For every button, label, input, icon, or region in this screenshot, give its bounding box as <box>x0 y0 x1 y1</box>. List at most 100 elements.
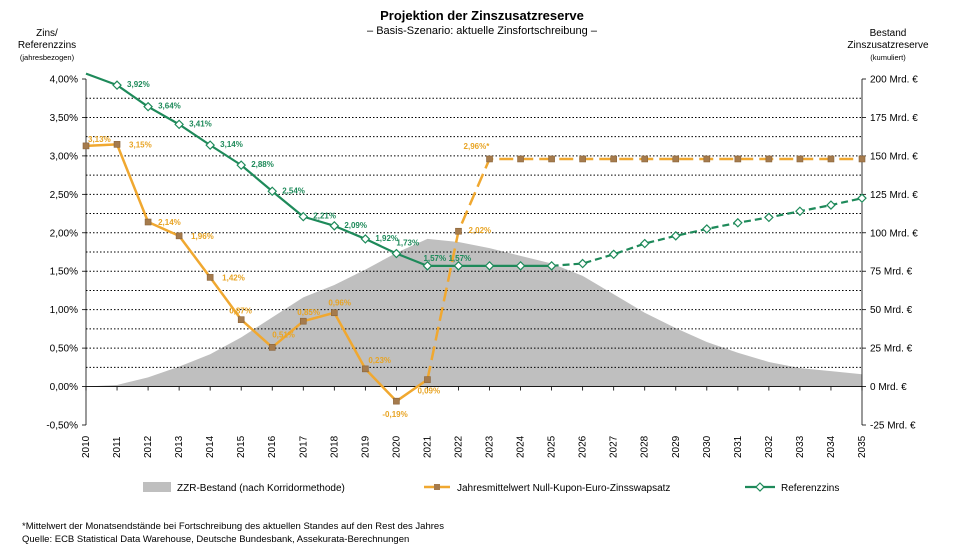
swap-line-solid <box>85 143 429 403</box>
x-tick-label: 2022 <box>453 435 464 458</box>
referenzzins-marker <box>639 238 650 249</box>
right-axis-title-line2: Zinszusatzreserve <box>847 40 929 51</box>
referenzzins-data-label: 1,73% <box>396 239 419 248</box>
swap-data-label: 1,96% <box>191 232 214 241</box>
swap-marker <box>486 155 493 163</box>
swap-data-label: 0,85% <box>297 308 320 317</box>
referenzzins-line-solid <box>85 72 552 267</box>
swap-data-label: 2,96%* <box>464 142 491 151</box>
x-tick-label: 2032 <box>764 435 775 458</box>
swap-marker <box>517 155 524 163</box>
referenzzins-data-label: 3,14% <box>220 140 243 149</box>
right-axis-title-note: (kumuliert) <box>870 53 906 62</box>
left-tick-label: 0,00% <box>50 382 78 393</box>
referenzzins-marker <box>391 248 402 259</box>
x-tick-label: 2031 <box>733 435 744 458</box>
chart-title: Projektion der Zinszusatzreserve <box>380 8 584 23</box>
referenzzins-marker <box>453 260 464 271</box>
referenzzins-marker <box>608 249 619 260</box>
left-tick-label: 4,00% <box>50 75 78 86</box>
swap-marker <box>331 309 338 317</box>
swap-marker <box>796 155 804 163</box>
referenzzins-marker <box>329 221 340 231</box>
x-tick-label: 2019 <box>360 435 371 458</box>
right-axis-title: Bestand Zinszusatzreserve (kumuliert) <box>818 28 958 64</box>
left-tick-label: 3,00% <box>50 151 78 162</box>
x-tick-label: 2014 <box>205 435 216 458</box>
referenzzins-marker <box>267 186 278 197</box>
right-tick-label: 150 Mrd. € <box>870 151 918 162</box>
footnote: *Mittelwert der Monatsendstände bei Fort… <box>22 521 444 532</box>
swap-marker <box>672 155 680 163</box>
right-tick-label: 75 Mrd. € <box>870 267 913 278</box>
right-tick-label: 100 Mrd. € <box>870 228 918 239</box>
right-tick-label: 125 Mrd. € <box>870 190 918 201</box>
swap-data-label: 2,02% <box>468 226 491 235</box>
swap-data-label: 3,13% <box>88 135 111 144</box>
referenzzins-marker <box>360 234 371 244</box>
swap-data-label: 0,09% <box>417 387 440 396</box>
x-tick-label: 2010 <box>81 435 92 458</box>
swap-marker <box>362 365 369 373</box>
referenzzins-marker <box>515 260 526 271</box>
referenzzins-marker <box>764 212 774 223</box>
swap-marker <box>734 155 742 163</box>
swap-data-label: 0,23% <box>368 356 391 365</box>
right-tick-label: 25 Mrd. € <box>870 344 913 355</box>
left-axis-title: Zins/ Referenzzins (jahresbezogen) <box>8 28 86 64</box>
left-tick-label: 3,50% <box>50 113 78 124</box>
x-tick-label: 2026 <box>578 435 589 458</box>
x-tick-label: 2029 <box>671 435 682 458</box>
x-tick-label: 2013 <box>174 435 185 458</box>
referenzzins-marker <box>857 193 867 204</box>
swap-marker <box>610 155 617 163</box>
referenzzins-marker <box>701 224 712 234</box>
swap-data-label: 0,96% <box>328 299 351 308</box>
x-tick-label: 2033 <box>795 435 806 458</box>
swap-data-label: 1,42% <box>222 273 245 282</box>
swap-marker <box>144 218 152 226</box>
left-tick-label: 1,00% <box>50 305 78 316</box>
swap-marker <box>827 155 835 163</box>
swap-data-label: 0,87% <box>229 307 252 316</box>
x-tick-label: 2030 <box>702 435 713 458</box>
zzr-area <box>86 238 862 387</box>
swap-data-label: -0,19% <box>382 410 407 419</box>
x-tick-label: 2012 <box>143 435 154 458</box>
x-tick-label: 2017 <box>298 435 309 458</box>
swap-marker <box>424 376 431 383</box>
swap-data-label: 3,15% <box>129 140 152 149</box>
right-tick-label: 175 Mrd. € <box>870 113 918 124</box>
referenzzins-marker <box>732 217 743 228</box>
swap-marker <box>548 155 555 163</box>
x-tick-label: 2016 <box>267 435 278 458</box>
left-tick-label: -0,50% <box>46 421 78 432</box>
referenzzins-data-label: 2,21% <box>313 212 336 221</box>
swap-marker <box>765 155 773 163</box>
swap-marker <box>703 155 711 163</box>
left-tick-label: 1,50% <box>50 267 78 278</box>
swap-data-label: 2,14% <box>158 218 181 227</box>
referenzzins-marker <box>298 211 309 222</box>
left-tick-label: 2,00% <box>50 228 78 239</box>
swap-marker <box>641 155 649 163</box>
referenzzins-marker <box>236 160 247 170</box>
referenzzins-data-label: 2,88% <box>251 160 274 169</box>
referenzzins-data-label: 3,92% <box>127 80 150 89</box>
left-axis-title-line2: Referenzzins <box>17 40 77 51</box>
x-tick-label: 2015 <box>236 435 247 458</box>
swap-marker <box>858 155 866 163</box>
legend-area-swatch <box>143 482 171 492</box>
referenzzins-marker <box>577 258 588 269</box>
referenzzins-marker <box>205 140 216 150</box>
x-tick-label: 2023 <box>485 435 496 458</box>
legend-referenzzins-label: Referenzzins <box>781 483 839 494</box>
legend-swap-label: Jahresmittelwert Null-Kupon-Euro-Zinsswa… <box>457 483 670 494</box>
right-tick-label: 0 Mrd. € <box>870 382 907 393</box>
x-tick-label: 2021 <box>422 435 433 458</box>
referenzzins-marker <box>143 101 153 112</box>
swap-marker <box>455 227 462 235</box>
referenzzins-marker <box>484 260 495 271</box>
referenzzins-marker <box>826 200 836 210</box>
